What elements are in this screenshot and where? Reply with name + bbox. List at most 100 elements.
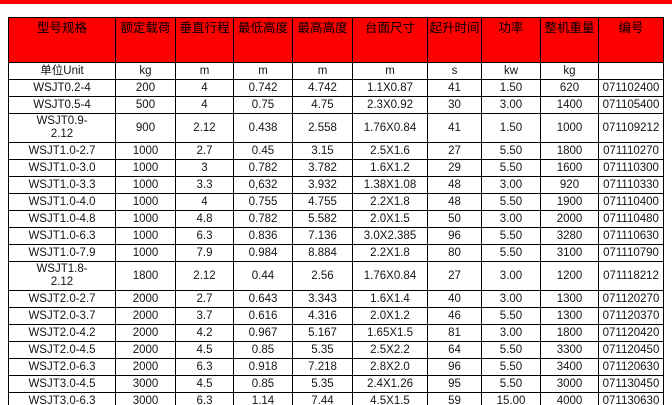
cell-vertical-travel: 2.7 — [175, 290, 234, 308]
unit-cell-vertical-travel: m — [175, 62, 234, 80]
table-row: WSJT3.0-6.3 3000 6.3 1.14 7.44 4.5X1.5 59 15.00… — [8, 392, 664, 405]
cell-max-height: 2.56 — [292, 261, 353, 291]
col-header-machine-weight: 整机重量 — [540, 17, 599, 63]
cell-vertical-travel: 4.5 — [175, 375, 234, 393]
col-header-lifting-time: 起升时间 — [427, 17, 482, 63]
cell-part-number: 071110270 — [598, 142, 664, 160]
cell-platform-size: 1.65X1.5 — [352, 324, 428, 342]
cell-vertical-travel: 3 — [175, 159, 234, 177]
cell-rated-load: 1000 — [115, 142, 176, 160]
cell-vertical-travel: 4 — [175, 96, 234, 114]
cell-machine-weight: 1300 — [540, 307, 599, 325]
cell-power: 5.50 — [481, 159, 541, 177]
cell-lifting-time: 95 — [427, 375, 482, 393]
cell-platform-size: 2.2X1.8 — [352, 193, 428, 211]
cell-platform-size: 2.0X1.5 — [352, 210, 428, 228]
cell-part-number: 071102400 — [598, 79, 664, 97]
cell-min-height: 0.742 — [233, 79, 293, 97]
cell-model-spec: WSJT1.0-7.9 — [8, 244, 116, 262]
table-row: WSJT3.0-4.5 3000 4.5 0.85 5.35 2.4X1.26 95 5.50… — [8, 375, 664, 393]
cell-rated-load: 1000 — [115, 227, 176, 245]
table-row: WSJT0.5-4 500 4 0.75 4.75 2.3X0.92 30 3.00 1400 0… — [8, 96, 664, 114]
cell-platform-size: 2.8X2.0 — [352, 358, 428, 376]
cell-rated-load: 2000 — [115, 324, 176, 342]
cell-min-height: 0.967 — [233, 324, 293, 342]
cell-max-height: 7.136 — [292, 227, 353, 245]
cell-part-number: 071105400 — [598, 96, 664, 114]
unit-cell-machine-weight: kg — [540, 62, 599, 80]
cell-rated-load: 2000 — [115, 341, 176, 359]
cell-part-number: 071120450 — [598, 341, 664, 359]
cell-rated-load: 2000 — [115, 358, 176, 376]
cell-vertical-travel: 4.2 — [175, 324, 234, 342]
cell-lifting-time: 50 — [427, 210, 482, 228]
cell-vertical-travel: 3.3 — [175, 176, 234, 194]
cell-part-number: 071130450 — [598, 375, 664, 393]
unit-row: 单位Unit kg m m m m s kw kg — [8, 62, 664, 80]
cell-max-height: 2.558 — [292, 113, 353, 143]
cell-vertical-travel: 2.7 — [175, 142, 234, 160]
cell-platform-size: 1.1X0.87 — [352, 79, 428, 97]
table-row: WSJT0.2-4 200 4 0.742 4.742 1.1X0.87 41 1.50 620… — [8, 79, 664, 97]
cell-min-height: 0.782 — [233, 210, 293, 228]
cell-max-height: 4.742 — [292, 79, 353, 97]
unit-cell-max-height: m — [292, 62, 353, 80]
cell-part-number: 071118212 — [598, 261, 664, 291]
cell-platform-size: 2.5X1.6 — [352, 142, 428, 160]
cell-model-spec: WSJT1.0-4.8 — [8, 210, 116, 228]
cell-lifting-time: 48 — [427, 193, 482, 211]
cell-lifting-time: 48 — [427, 176, 482, 194]
table-row: WSJT1.0-6.3 1000 6.3 0.836 7.136 3.0X2.385 96 5… — [8, 227, 664, 245]
cell-model-spec: WSJT1.0-3.3 — [8, 176, 116, 194]
cell-vertical-travel: 6.3 — [175, 358, 234, 376]
unit-cell-model-spec: 单位Unit — [8, 62, 116, 80]
cell-min-height: 0.755 — [233, 193, 293, 211]
cell-vertical-travel: 2.12 — [175, 113, 234, 143]
cell-vertical-travel: 6.3 — [175, 392, 234, 405]
cell-part-number: 071120270 — [598, 290, 664, 308]
cell-rated-load: 1000 — [115, 159, 176, 177]
cell-min-height: 0.438 — [233, 113, 293, 143]
cell-platform-size: 2.3X0.92 — [352, 96, 428, 114]
cell-part-number: 071110790 — [598, 244, 664, 262]
cell-max-height: 8.884 — [292, 244, 353, 262]
cell-rated-load: 3000 — [115, 375, 176, 393]
cell-power: 3.00 — [481, 176, 541, 194]
cell-rated-load: 1000 — [115, 176, 176, 194]
cell-min-height: 0.782 — [233, 159, 293, 177]
cell-max-height: 4.755 — [292, 193, 353, 211]
col-header-model-spec: 型号规格 — [8, 17, 116, 63]
cell-max-height: 3.343 — [292, 290, 353, 308]
table-row: WSJT1.0-2.7 1000 2.7 0.45 3.15 2.5X1.6 27 5.50 1… — [8, 142, 664, 160]
table-row: WSJT1.0-3.0 1000 3 0.782 3.782 1.6X1.2 29 5.50 1… — [8, 159, 664, 177]
cell-min-height: 0.45 — [233, 142, 293, 160]
cell-lifting-time: 40 — [427, 290, 482, 308]
table-row: WSJT2.0-4.2 2000 4.2 0.967 5.167 1.65X1.5 81 3.… — [8, 324, 664, 342]
cell-machine-weight: 2000 — [540, 210, 599, 228]
cell-model-spec: WSJT2.0-4.2 — [8, 324, 116, 342]
cell-min-height: 0.643 — [233, 290, 293, 308]
cell-power: 3.00 — [481, 210, 541, 228]
cell-max-height: 4.316 — [292, 307, 353, 325]
cell-lifting-time: 81 — [427, 324, 482, 342]
col-header-rated-load: 额定载荷 — [115, 17, 176, 63]
cell-machine-weight: 4000 — [540, 392, 599, 405]
cell-rated-load: 1800 — [115, 261, 176, 291]
table-header: 型号规格 额定载荷 垂直行程 最低高度 最高高度 台面尺寸 起升时间 功率 整机重量 编号 — [8, 17, 664, 63]
cell-rated-load: 2000 — [115, 290, 176, 308]
col-header-min-height: 最低高度 — [233, 17, 293, 63]
table-row: WSJT1.0-4.0 1000 4 0.755 4.755 2.2X1.8 48 5.50 1… — [8, 193, 664, 211]
cell-machine-weight: 1600 — [540, 159, 599, 177]
cell-vertical-travel: 4.8 — [175, 210, 234, 228]
col-header-platform-size: 台面尺寸 — [352, 17, 428, 63]
table-row: WSJT2.0-6.3 2000 6.3 0.918 7.218 2.8X2.0 96 5.5… — [8, 358, 664, 376]
cell-model-spec: WSJT1.0-3.0 — [8, 159, 116, 177]
cell-max-height: 3.932 — [292, 176, 353, 194]
cell-part-number: 071110480 — [598, 210, 664, 228]
cell-machine-weight: 3400 — [540, 358, 599, 376]
cell-max-height: 5.35 — [292, 375, 353, 393]
cell-lifting-time: 96 — [427, 227, 482, 245]
cell-model-spec: WSJT2.0-3.7 — [8, 307, 116, 325]
top-red-strip — [0, 0, 672, 4]
cell-model-spec: WSJT1.0-6.3 — [8, 227, 116, 245]
